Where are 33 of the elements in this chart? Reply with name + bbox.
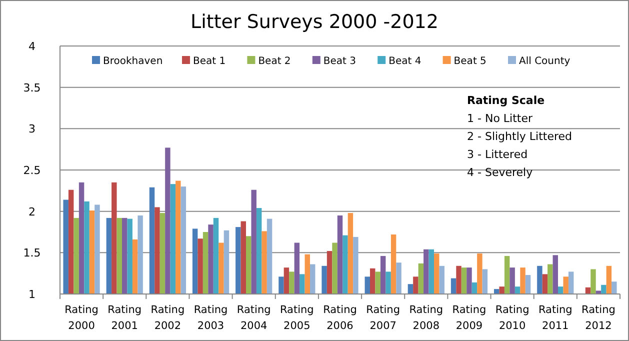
annotation: 4 - Severely	[467, 166, 534, 179]
y-tick-label: 1	[28, 288, 36, 301]
y-tick-label: 3.5	[23, 81, 41, 94]
x-tick-label: Rating 2006	[323, 304, 357, 332]
annotation: 1 - No Litter	[467, 112, 533, 125]
x-tick-label: Rating 2001	[108, 304, 142, 332]
x-tick-label: Rating 2005	[280, 304, 314, 332]
x-tick-label: Rating 2012	[582, 304, 616, 332]
x-tick-label: Rating 2002	[150, 304, 185, 332]
legend-label: Beat 2	[258, 56, 291, 67]
x-tick-label: Rating 2004	[236, 304, 271, 332]
x-tick-label: Rating 2007	[366, 304, 400, 332]
x-tick-label: Rating 2011	[538, 304, 572, 332]
x-tick-label: Rating 2010	[495, 304, 530, 332]
legend-label: Brookhaven	[103, 56, 163, 67]
x-tick-label: Rating 2009	[452, 304, 486, 332]
legend-label: Beat 3	[323, 56, 356, 67]
y-tick-label: 2	[28, 205, 36, 218]
legend-label: Beat 5	[454, 56, 486, 67]
annotation: Rating Scale	[467, 94, 545, 107]
annotation: 2 - Slightly Littered	[467, 130, 572, 143]
legend-label: All County	[519, 56, 570, 67]
y-tick-label: 2.5	[23, 164, 41, 177]
x-tick-label: Rating 2008	[409, 304, 444, 332]
annotation: 3 - Littered	[467, 148, 528, 161]
legend-label: Beat 1	[193, 56, 226, 67]
chart-title: Litter Surveys 2000 -2012	[190, 11, 438, 33]
x-tick-label: Rating 2003	[194, 304, 228, 332]
y-tick-label: 4	[28, 40, 36, 53]
y-tick-label: 1.5	[23, 246, 41, 260]
legend-label: Beat 4	[388, 56, 422, 67]
x-tick-label: Rating 2000	[64, 304, 98, 332]
y-tick-label: 3	[28, 122, 36, 136]
